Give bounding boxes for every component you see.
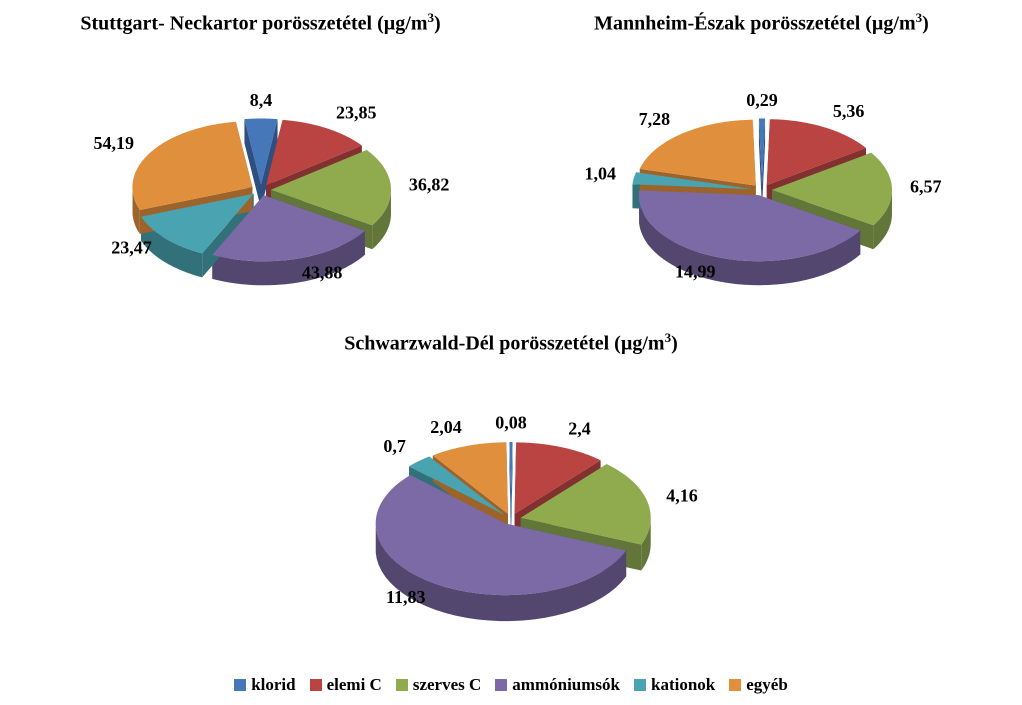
pie-slice-label: 2,4 — [568, 419, 591, 439]
chart-stuttgart: Stuttgart- Neckartor porösszetétel (µg/m… — [16, 10, 506, 330]
legend-label: elemi C — [327, 675, 382, 695]
legend-label: klorid — [251, 675, 295, 695]
pie-slice-label: 36,82 — [408, 174, 449, 194]
pie-slice-label: 0,29 — [746, 90, 778, 110]
pie-slice-label: 1,04 — [584, 163, 616, 183]
pie-slice-label: 8,4 — [249, 90, 272, 110]
pie-slice-label: 23,85 — [336, 102, 377, 122]
legend-item: egyéb — [729, 675, 788, 695]
pie-slice-label: 0,08 — [495, 413, 527, 433]
legend-swatch — [396, 679, 408, 691]
chart-title: Schwarzwald-Dél porösszetétel (µg/m3) — [251, 330, 771, 356]
legend-swatch — [495, 679, 507, 691]
legend-swatch — [634, 679, 646, 691]
legend-item: elemi C — [310, 675, 382, 695]
legend-swatch — [310, 679, 322, 691]
pie-slice-label: 4,16 — [666, 486, 698, 506]
legend-swatch — [729, 679, 741, 691]
pie-slice-label: 0,7 — [383, 436, 406, 456]
pie-slice-label: 7,28 — [638, 109, 670, 129]
legend-label: szerves C — [413, 675, 481, 695]
legend-item: szerves C — [396, 675, 481, 695]
pie-schwarzwald: 0,08 2,4 4,16 11,83 0,7 2,04 — [251, 359, 771, 669]
chart-mannheim: Mannheim-Észak porösszetétel (µg/m3) 0,2… — [517, 10, 1007, 330]
pie-stuttgart: 8,4 23,85 36,82 43,88 23,47 54,19 — [16, 40, 506, 330]
legend: klorid elemi C szerves C ammóniumsók kationo… — [10, 675, 1012, 695]
pie-slice-label: 2,04 — [430, 417, 462, 437]
pie-slice-label: 14,99 — [675, 261, 716, 281]
chart-schwarzwald: Schwarzwald-Dél porösszetétel (µg/m3) 0,… — [251, 330, 771, 670]
chart-title: Stuttgart- Neckartor porösszetétel (µg/m… — [16, 10, 506, 36]
legend-item: kationok — [634, 675, 715, 695]
legend-item: ammóniumsók — [495, 675, 620, 695]
pie-slice-label: 11,83 — [386, 588, 426, 608]
pie-slice-label: 5,36 — [832, 101, 864, 121]
legend-label: kationok — [651, 675, 715, 695]
legend-swatch — [234, 679, 246, 691]
chart-title: Mannheim-Észak porösszetétel (µg/m3) — [517, 10, 1007, 36]
pie-mannheim: 0,29 5,36 6,57 14,99 1,04 7,28 — [517, 40, 1007, 330]
pie-slice-label: 54,19 — [93, 133, 134, 153]
legend-item: klorid — [234, 675, 295, 695]
pie-slice-label: 23,47 — [111, 237, 152, 257]
legend-label: egyéb — [746, 675, 788, 695]
pie-slice-label: 6,57 — [909, 176, 941, 196]
pie-slice-label: 43,88 — [301, 262, 342, 282]
legend-label: ammóniumsók — [512, 675, 620, 695]
